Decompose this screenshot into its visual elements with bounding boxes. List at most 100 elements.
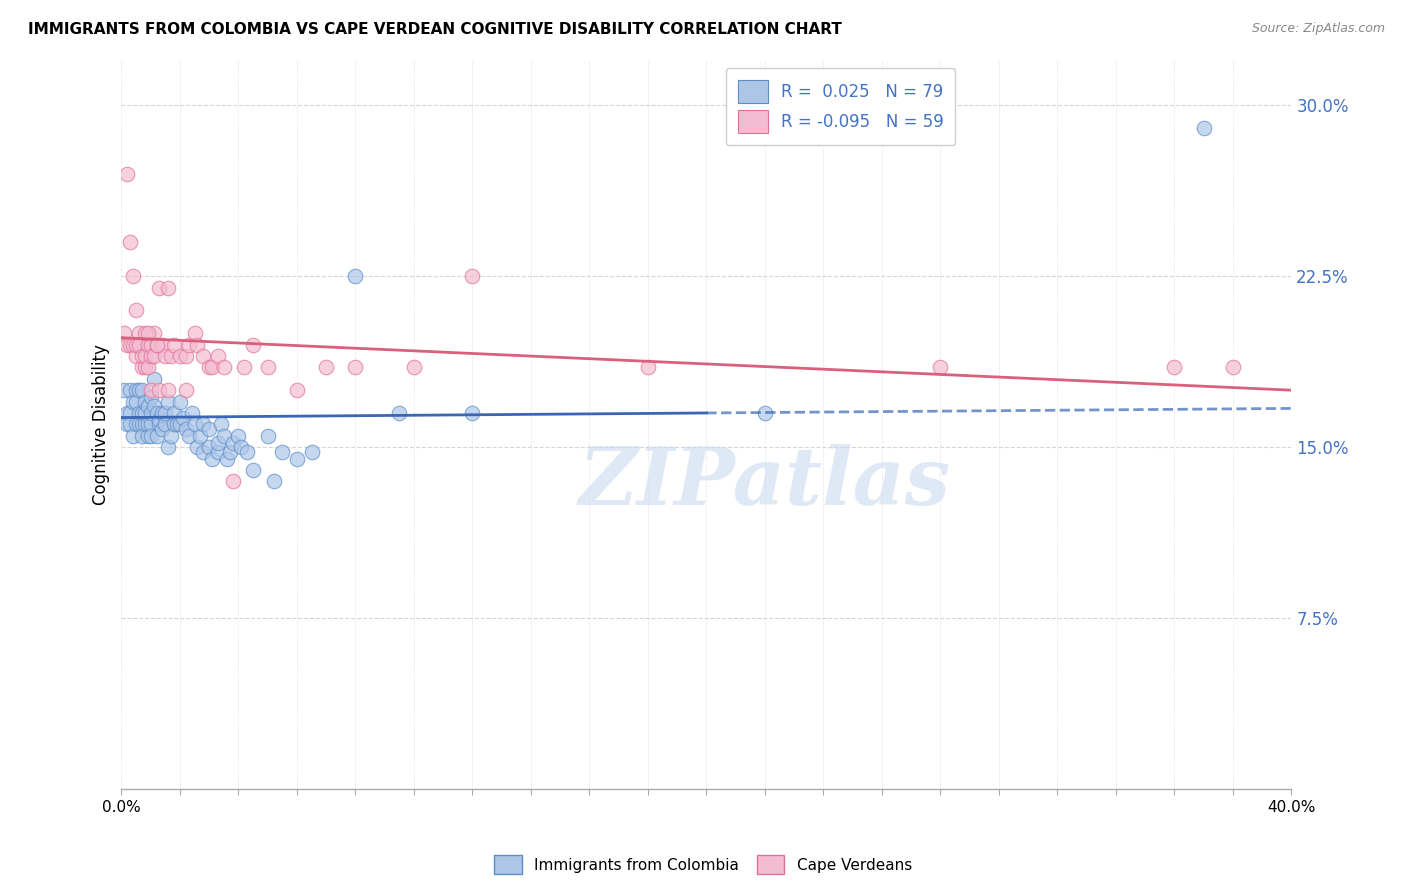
Point — [117, 337, 139, 351]
Point — [198, 440, 221, 454]
Point — [145, 406, 167, 420]
Point — [201, 360, 224, 375]
Point — [134, 326, 156, 341]
Point — [160, 429, 183, 443]
Point — [142, 372, 165, 386]
Point — [117, 167, 139, 181]
Point — [169, 349, 191, 363]
Point — [136, 337, 159, 351]
Point — [134, 394, 156, 409]
Point — [160, 349, 183, 363]
Point — [139, 383, 162, 397]
Point — [207, 349, 229, 363]
Point — [461, 406, 484, 420]
Point — [150, 422, 173, 436]
Point — [112, 326, 135, 341]
Point — [122, 429, 145, 443]
Point — [148, 280, 170, 294]
Legend: Immigrants from Colombia, Cape Verdeans: Immigrants from Colombia, Cape Verdeans — [488, 849, 918, 880]
Text: Source: ZipAtlas.com: Source: ZipAtlas.com — [1251, 22, 1385, 36]
Point — [136, 399, 159, 413]
Point — [228, 429, 250, 443]
Point — [136, 326, 159, 341]
Point — [134, 360, 156, 375]
Point — [1222, 360, 1244, 375]
Point — [125, 349, 148, 363]
Point — [148, 413, 170, 427]
Point — [754, 406, 776, 420]
Point — [256, 360, 278, 375]
Point — [134, 417, 156, 432]
Point — [233, 360, 256, 375]
Point — [136, 429, 159, 443]
Point — [139, 406, 162, 420]
Legend: R =  0.025   N = 79, R = -0.095   N = 59: R = 0.025 N = 79, R = -0.095 N = 59 — [725, 68, 956, 145]
Point — [120, 235, 142, 249]
Point — [1192, 120, 1215, 135]
Point — [128, 337, 150, 351]
Point — [122, 337, 145, 351]
Y-axis label: Cognitive Disability: Cognitive Disability — [93, 344, 110, 505]
Point — [174, 422, 197, 436]
Point — [193, 417, 215, 432]
Point — [218, 444, 240, 458]
Point — [177, 429, 200, 443]
Point — [125, 417, 148, 432]
Point — [231, 440, 253, 454]
Point — [145, 337, 167, 351]
Point — [120, 383, 142, 397]
Point — [122, 269, 145, 284]
Point — [193, 444, 215, 458]
Point — [263, 475, 285, 489]
Point — [157, 394, 180, 409]
Point — [125, 383, 148, 397]
Point — [131, 360, 153, 375]
Point — [142, 399, 165, 413]
Point — [142, 326, 165, 341]
Point — [344, 360, 367, 375]
Point — [190, 429, 212, 443]
Point — [242, 337, 264, 351]
Point — [236, 444, 259, 458]
Point — [388, 406, 411, 420]
Point — [148, 417, 170, 432]
Point — [221, 435, 243, 450]
Point — [207, 435, 229, 450]
Point — [155, 406, 177, 420]
Point — [271, 444, 294, 458]
Point — [172, 410, 194, 425]
Point — [221, 475, 243, 489]
Point — [145, 429, 167, 443]
Point — [150, 337, 173, 351]
Point — [285, 383, 308, 397]
Point — [128, 383, 150, 397]
Point — [301, 444, 323, 458]
Point — [112, 383, 135, 397]
Point — [402, 360, 425, 375]
Point — [142, 349, 165, 363]
Point — [186, 337, 208, 351]
Point — [139, 337, 162, 351]
Text: IMMIGRANTS FROM COLOMBIA VS CAPE VERDEAN COGNITIVE DISABILITY CORRELATION CHART: IMMIGRANTS FROM COLOMBIA VS CAPE VERDEAN… — [28, 22, 842, 37]
Point — [177, 337, 200, 351]
Point — [183, 417, 205, 432]
Point — [150, 406, 173, 420]
Point — [155, 349, 177, 363]
Point — [131, 417, 153, 432]
Point — [215, 451, 238, 466]
Point — [315, 360, 337, 375]
Point — [186, 440, 208, 454]
Point — [128, 406, 150, 420]
Point — [131, 383, 153, 397]
Point — [285, 451, 308, 466]
Point — [209, 417, 232, 432]
Point — [125, 337, 148, 351]
Point — [1163, 360, 1185, 375]
Point — [212, 360, 235, 375]
Point — [193, 349, 215, 363]
Point — [128, 326, 150, 341]
Point — [125, 394, 148, 409]
Point — [637, 360, 659, 375]
Point — [163, 337, 186, 351]
Point — [155, 417, 177, 432]
